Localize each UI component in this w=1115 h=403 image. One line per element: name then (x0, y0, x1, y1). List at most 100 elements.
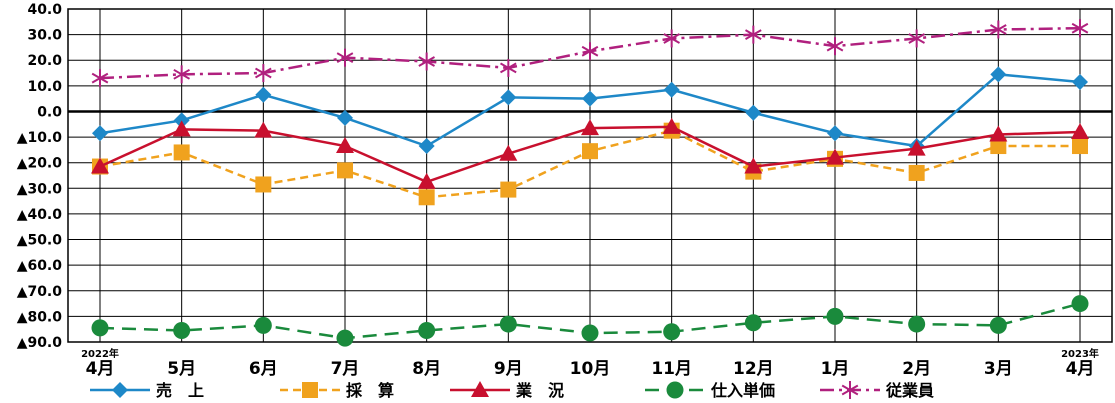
y-tick-label: 10.0 (27, 79, 62, 95)
data-point (91, 157, 109, 174)
data-point (907, 139, 926, 156)
data-point (91, 69, 109, 88)
data-point (254, 316, 272, 334)
data-point (745, 25, 762, 44)
data-point (92, 125, 108, 142)
data-point (744, 157, 763, 174)
y-axis-tick-labels: 40.0 30.0 20.0 10.0 0.0 ▲10.0 ▲20.0 ▲30.0 ▲40.0 ▲… (17, 2, 63, 351)
data-point (500, 58, 517, 77)
y-tick-label: ▲70.0 (17, 284, 63, 300)
y-tick-label: 40.0 (27, 2, 62, 18)
chart-legend: 売 上 採 算 業 況 仕入単価 従業員 (90, 381, 934, 400)
legend-label: 従業員 (885, 381, 934, 400)
x-tick-label: 12月 (733, 359, 774, 379)
y-tick-label: 0.0 (37, 104, 62, 120)
legend-item-2: 採 算 (280, 381, 394, 400)
legend-label: 採 算 (346, 381, 394, 400)
legend-item-1: 売 上 (90, 381, 204, 400)
y-tick-label: ▲50.0 (17, 233, 63, 249)
x-tick-label: 4月 (1066, 359, 1095, 379)
data-point (172, 120, 191, 137)
legend-item-5: 従業員 (820, 381, 934, 400)
data-point (908, 164, 925, 181)
x-tick-label: 2月 (902, 359, 931, 379)
data-point (1072, 74, 1088, 91)
series-5 (91, 19, 1089, 88)
legend-item-3: 業 況 (450, 381, 564, 400)
data-point (989, 316, 1007, 334)
data-point (91, 319, 109, 337)
data-point (417, 172, 436, 189)
x-tick-label: 7月 (331, 359, 360, 379)
chart-series (91, 19, 1089, 347)
data-point (418, 321, 436, 339)
data-point (500, 181, 517, 198)
data-point (500, 89, 517, 106)
x-tick-label: 6月 (249, 359, 278, 379)
data-point (173, 144, 190, 161)
legend-label: 仕入単価 (710, 381, 775, 400)
y-tick-label: 20.0 (27, 53, 62, 69)
data-point (336, 48, 354, 67)
y-tick-label: ▲30.0 (17, 181, 63, 197)
x-tick-label: 3月 (984, 359, 1013, 379)
data-point (990, 66, 1007, 83)
data-point (173, 65, 190, 84)
data-point (255, 86, 272, 103)
data-point (826, 148, 844, 165)
series-3 (91, 117, 1089, 189)
data-point (826, 307, 844, 325)
x-tick-label: 9月 (494, 359, 523, 379)
legend-marker (841, 381, 859, 399)
data-point (582, 143, 598, 160)
year-label: 2022年 (81, 347, 119, 360)
data-point (745, 104, 762, 121)
data-point (990, 20, 1007, 39)
data-point (744, 314, 762, 332)
legend-label: 売 上 (156, 381, 204, 400)
data-point (989, 125, 1008, 142)
data-point (173, 321, 191, 339)
legend-item-4: 仕入単価 (645, 381, 775, 400)
legend-marker (471, 381, 489, 397)
data-point (336, 329, 354, 347)
data-point (908, 29, 925, 48)
data-point (418, 189, 435, 206)
data-point (1071, 19, 1089, 38)
data-point (663, 29, 680, 48)
x-tick-label: 10月 (570, 359, 611, 379)
data-point (255, 176, 272, 193)
y-tick-label: ▲60.0 (17, 258, 63, 274)
x-tick-label: 11月 (651, 359, 692, 379)
data-point (908, 315, 926, 333)
year-label: 2023年 (1061, 347, 1099, 360)
data-point (337, 109, 353, 126)
x-tick-label: 1月 (821, 359, 850, 379)
series-4 (91, 295, 1089, 347)
data-point (582, 90, 598, 107)
data-point (255, 64, 272, 83)
data-point (337, 162, 353, 179)
legend-marker (302, 382, 318, 398)
y-tick-label: ▲90.0 (17, 335, 63, 351)
data-point (1072, 138, 1088, 155)
data-point (581, 119, 599, 136)
data-point (663, 81, 680, 98)
legend-marker (666, 381, 684, 399)
data-point (1071, 122, 1089, 139)
data-point (499, 315, 517, 333)
y-tick-label: ▲20.0 (17, 156, 63, 172)
data-point (990, 138, 1007, 155)
y-tick-label: ▲80.0 (17, 309, 63, 325)
y-tick-label: ▲40.0 (17, 207, 63, 223)
legend-marker (112, 382, 128, 398)
data-point (499, 144, 518, 161)
legend-label: 業 況 (515, 381, 564, 400)
data-point (254, 121, 273, 138)
x-tick-label: 5月 (167, 359, 196, 379)
y-tick-label: ▲10.0 (17, 130, 63, 146)
data-point (826, 37, 844, 56)
data-point (418, 52, 435, 71)
